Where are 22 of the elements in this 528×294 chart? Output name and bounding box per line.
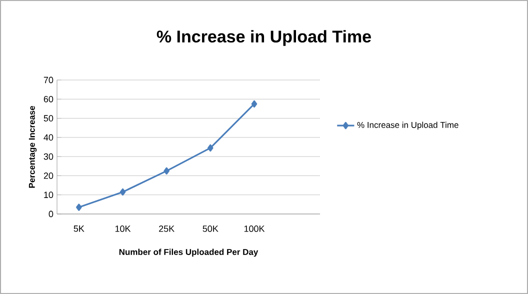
- point: [251, 100, 258, 108]
- y-tick-label: 70: [44, 76, 54, 84]
- x-tick-label: 100K: [244, 226, 265, 232]
- x-axis-title: Number of Files Uploaded Per Day: [119, 248, 258, 257]
- legend-label: % Increase in Upload Time: [357, 122, 458, 130]
- x-tick-label: 10K: [115, 226, 131, 232]
- x-tick-label: 5K: [74, 226, 84, 232]
- point: [164, 167, 170, 175]
- y-tick-label: 30: [44, 153, 54, 160]
- y-tick-label: 50: [44, 115, 54, 122]
- point: [76, 204, 82, 211]
- x-tick-label: 25K: [159, 226, 174, 232]
- y-tick-label: 40: [44, 134, 54, 141]
- y-tick-label: 0: [48, 210, 54, 218]
- point: [208, 144, 214, 152]
- y-tick-label: 60: [44, 96, 54, 102]
- y-tick-label: 20: [44, 172, 54, 179]
- x-tick-label: 50K: [202, 226, 218, 232]
- y-axis-title: Percentage Increase: [28, 106, 37, 188]
- point: [120, 188, 126, 196]
- chart-title: % Increase in Upload Time: [156, 30, 371, 46]
- y-tick-label: 10: [44, 192, 54, 198]
